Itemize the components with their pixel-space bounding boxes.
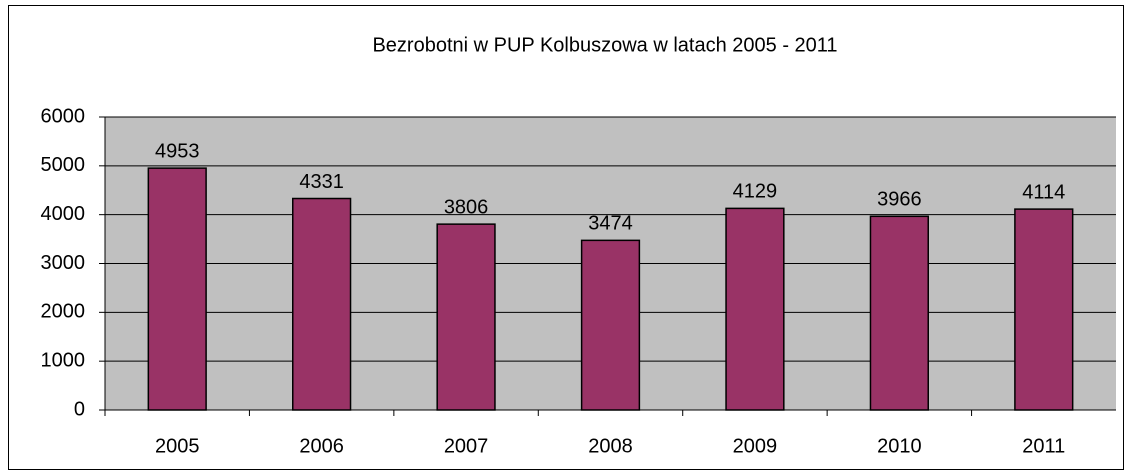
y-tick-label: 2000 <box>41 301 86 323</box>
y-tick-label: 6000 <box>41 105 86 127</box>
chart-title: Bezrobotni w PUP Kolbuszowa w latach 200… <box>372 34 837 56</box>
y-tick-label: 4000 <box>41 203 86 225</box>
x-tick-label: 2005 <box>155 435 200 457</box>
y-tick-label: 1000 <box>41 349 86 371</box>
y-tick-label: 3000 <box>41 252 86 274</box>
data-label: 3966 <box>877 189 922 211</box>
x-tick-label: 2008 <box>588 435 633 457</box>
bar <box>869 215 929 411</box>
y-tick-label: 0 <box>74 398 85 420</box>
y-tick-label: 5000 <box>41 154 86 176</box>
x-tick-label: 2011 <box>1022 435 1065 457</box>
x-tick-label: 2007 <box>444 435 489 457</box>
x-tick-label: 2006 <box>299 435 344 457</box>
data-label: 3474 <box>588 213 633 235</box>
bar <box>292 197 352 411</box>
x-tick-label: 2009 <box>733 435 778 457</box>
data-label: 3806 <box>444 196 489 218</box>
bar <box>725 207 785 411</box>
data-label: 4331 <box>299 171 344 193</box>
data-label: 4129 <box>733 181 778 203</box>
bar <box>1014 208 1074 411</box>
bar <box>580 239 641 411</box>
x-tick-label: 2010 <box>877 435 922 457</box>
bar <box>147 167 207 411</box>
data-label: 4114 <box>1022 181 1065 203</box>
bar <box>436 223 496 411</box>
data-label: 4953 <box>155 140 200 162</box>
